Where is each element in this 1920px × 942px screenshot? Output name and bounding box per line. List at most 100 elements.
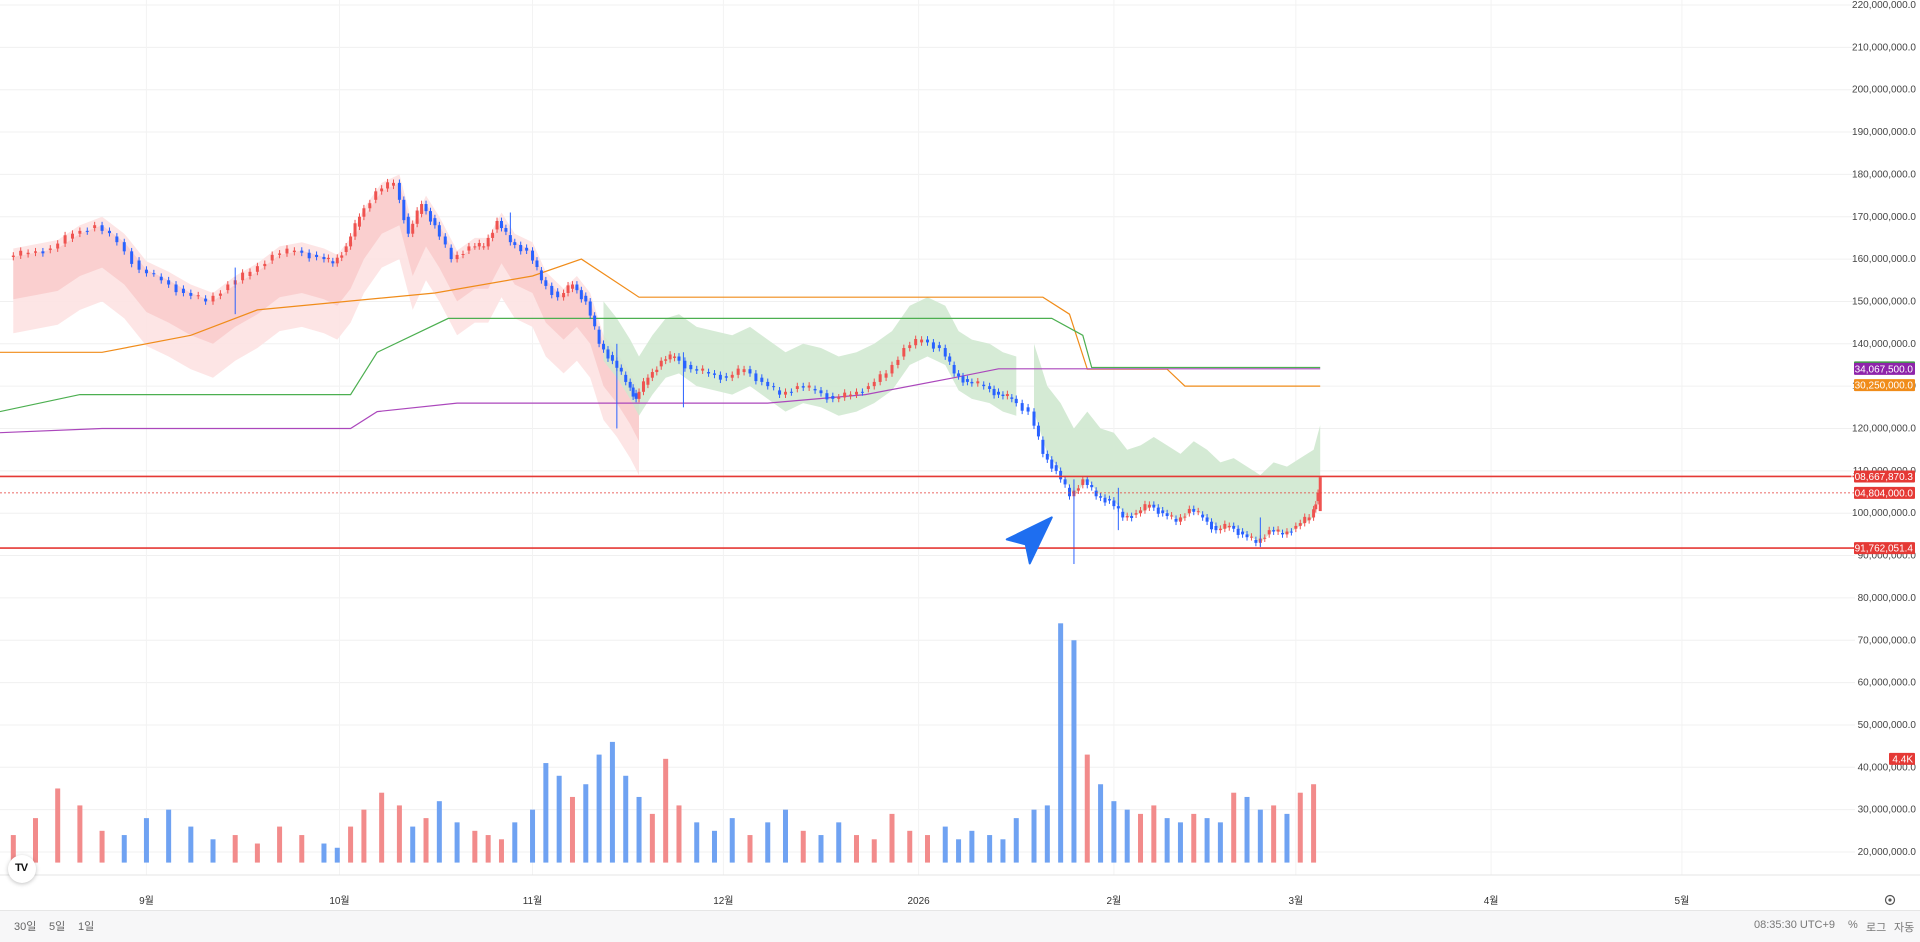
horizontal-levels[interactable] <box>0 475 1855 549</box>
range-1d-button[interactable]: 1일 <box>78 921 95 933</box>
candle-body <box>477 243 481 247</box>
candle-body <box>778 390 782 395</box>
clock-text[interactable]: 08:35:30 UTC+9 <box>1754 919 1836 931</box>
candle-body <box>650 372 654 378</box>
candle-body <box>11 255 15 257</box>
range-5d-button[interactable]: 5일 <box>49 921 66 933</box>
volume-bar <box>1044 805 1050 863</box>
arrow-icon[interactable] <box>1005 516 1053 565</box>
candle-body <box>1081 479 1085 485</box>
last-candle <box>1318 477 1322 512</box>
volume-bar <box>663 758 669 863</box>
volume-bar <box>1191 813 1197 863</box>
candle-body <box>85 230 89 232</box>
arrow-annotation[interactable] <box>1005 516 1053 565</box>
volume-bar <box>77 805 83 863</box>
candle-body <box>628 381 632 388</box>
price-tick-label: 40,000,000.0 <box>1858 762 1917 773</box>
candle-body <box>801 386 805 388</box>
gear-icon[interactable] <box>1884 894 1896 906</box>
candle-body <box>424 204 428 212</box>
volume-bar <box>1031 809 1037 863</box>
candle-body <box>455 254 459 260</box>
candle-body <box>482 246 486 248</box>
candle-body <box>1134 513 1138 515</box>
candle-body <box>1026 407 1030 412</box>
indicator-lines <box>0 258 1321 434</box>
candle-body <box>748 369 752 374</box>
candle-body <box>1205 517 1209 522</box>
candle-body <box>70 233 74 239</box>
candle-body <box>34 251 38 253</box>
candle-body <box>19 250 23 256</box>
candle-body <box>428 211 432 222</box>
candle-body <box>397 182 401 200</box>
candle-body <box>1254 540 1258 543</box>
volume-bar <box>636 796 642 863</box>
candle-body <box>606 349 610 359</box>
candle-body <box>402 199 406 221</box>
volume-bar <box>348 826 354 863</box>
price-tick-label: 30,000,000.0 <box>1858 805 1917 816</box>
candle-body <box>152 273 156 275</box>
auto-toggle[interactable]: 자동 <box>1894 922 1915 934</box>
candle-body <box>1218 528 1222 531</box>
price-badge-label: 4.4K <box>1892 754 1913 765</box>
candle-body <box>673 356 677 358</box>
price-tick-label: 20,000,000.0 <box>1858 847 1917 858</box>
volume-bar <box>512 822 518 863</box>
candle-body <box>1307 517 1311 521</box>
price-axis[interactable]: 220,000,000.0 210,000,000.0 200,000,000.0 1… <box>1852 0 1916 858</box>
candle-body <box>631 387 635 397</box>
candle-body <box>1147 504 1151 508</box>
candle-body <box>349 236 353 247</box>
candle-body <box>707 372 711 374</box>
candle-body <box>724 376 728 378</box>
candle-body <box>943 348 947 357</box>
candle-body <box>1183 516 1187 518</box>
candle-body <box>241 272 245 281</box>
volume-bar <box>436 801 442 863</box>
volume-bar <box>33 818 39 863</box>
candle-body <box>570 284 574 289</box>
tradingview-logo[interactable]: TV <box>8 855 36 883</box>
candle-body <box>556 291 560 298</box>
volume-bar <box>676 805 682 863</box>
candle-body <box>754 373 758 382</box>
candle-body <box>997 391 1001 395</box>
volume-bar <box>556 775 562 863</box>
volume-bar <box>609 741 615 863</box>
volume-bar <box>1111 801 1117 863</box>
candle-body <box>1249 536 1253 538</box>
candle-body <box>965 379 969 382</box>
candle-body <box>1010 397 1014 399</box>
range-30d-button[interactable]: 30일 <box>14 921 37 933</box>
log-toggle[interactable]: 로그 <box>1866 922 1887 934</box>
candle-body <box>513 242 517 245</box>
price-badge <box>1854 362 1915 375</box>
volume-bar <box>423 818 429 863</box>
volume-bar <box>1217 822 1223 863</box>
price-tick-label: 200,000,000.0 <box>1852 85 1916 96</box>
price-tick-label: 140,000,000.0 <box>1852 339 1916 350</box>
volume-bar <box>1000 839 1006 863</box>
candle-body <box>1187 508 1191 514</box>
candle-body <box>1001 394 1005 397</box>
candle-body <box>1281 532 1285 535</box>
price-tick-label: 100,000,000.0 <box>1852 508 1916 519</box>
candle-body <box>504 228 508 232</box>
time-axis[interactable]: 9월 10월 11월 12월 2026 2월 3월 4월 5월 <box>0 874 1920 907</box>
candle-body <box>443 236 447 245</box>
percent-toggle[interactable]: % <box>1848 919 1858 931</box>
candle-body <box>718 374 722 380</box>
candle-body <box>391 182 395 186</box>
candle-body <box>1196 511 1200 513</box>
candle-body <box>78 230 82 234</box>
indicator-clouds <box>13 174 1321 543</box>
volume-bar <box>543 763 549 863</box>
candle-body <box>659 360 663 367</box>
indicator-line <box>0 368 1321 434</box>
candle-body <box>292 250 296 253</box>
volume-bar <box>649 813 655 863</box>
